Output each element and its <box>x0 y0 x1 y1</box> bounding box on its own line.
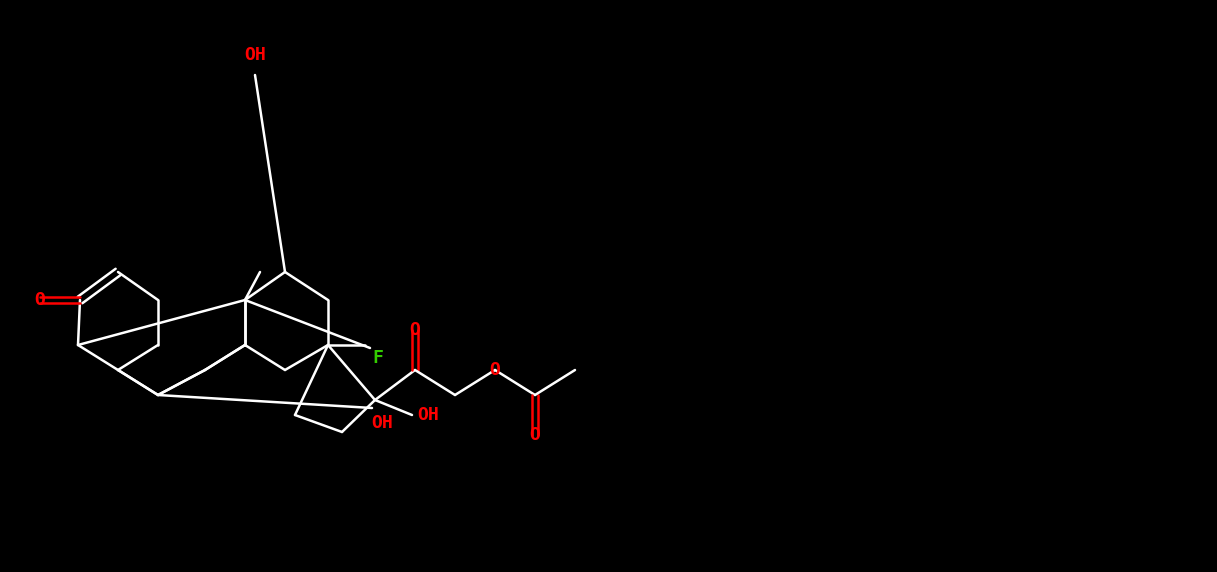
Text: O: O <box>529 426 540 444</box>
Text: O: O <box>34 291 45 309</box>
Text: F: F <box>372 349 383 367</box>
Text: O: O <box>410 321 420 339</box>
Text: OH: OH <box>245 46 265 64</box>
Text: OH: OH <box>371 414 393 432</box>
Text: OH: OH <box>417 406 439 424</box>
Text: O: O <box>489 361 500 379</box>
